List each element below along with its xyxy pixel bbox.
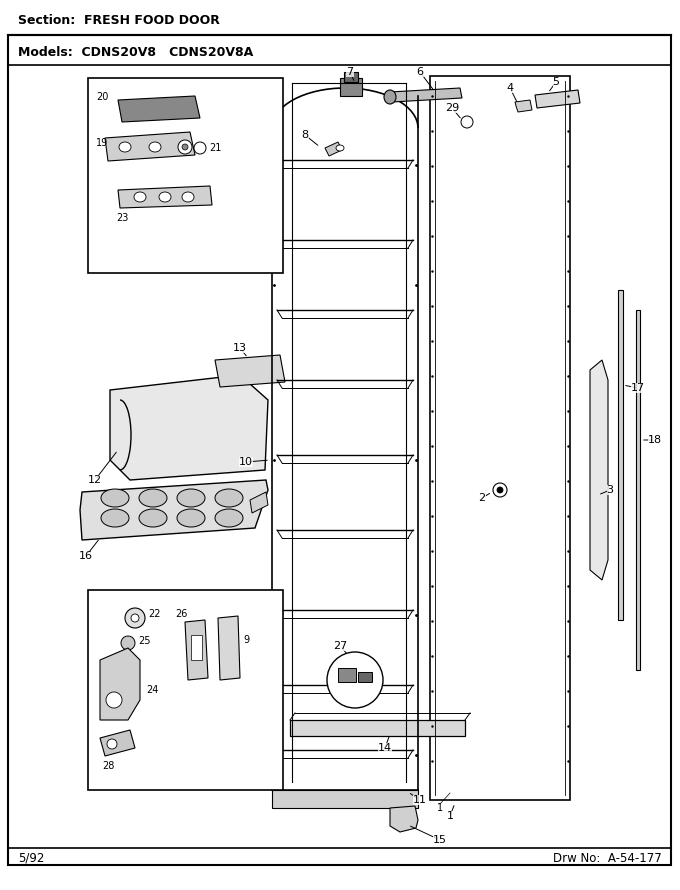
Polygon shape (110, 375, 268, 480)
Text: 24: 24 (146, 685, 158, 695)
Polygon shape (118, 186, 212, 208)
Polygon shape (390, 806, 418, 832)
Text: 5/92: 5/92 (18, 852, 44, 864)
Text: 13: 13 (233, 343, 247, 353)
Bar (430, 76, 570, 800)
Ellipse shape (336, 145, 344, 151)
Ellipse shape (139, 489, 167, 507)
Ellipse shape (159, 192, 171, 202)
Text: 26: 26 (175, 609, 188, 619)
Polygon shape (118, 96, 200, 122)
Circle shape (497, 487, 503, 493)
Ellipse shape (119, 142, 131, 152)
Polygon shape (80, 480, 268, 540)
Ellipse shape (177, 489, 205, 507)
Bar (618, 290, 623, 620)
Text: 6: 6 (416, 67, 424, 77)
Polygon shape (250, 492, 268, 513)
Polygon shape (100, 648, 140, 720)
Circle shape (182, 144, 188, 150)
Polygon shape (390, 88, 462, 102)
Circle shape (131, 614, 139, 622)
Text: 11: 11 (413, 795, 427, 805)
Text: Models:  CDNS20V8   CDNS20V8A: Models: CDNS20V8 CDNS20V8A (18, 45, 253, 59)
Text: 2: 2 (479, 493, 486, 503)
Ellipse shape (134, 192, 146, 202)
Ellipse shape (384, 90, 396, 104)
Circle shape (327, 652, 383, 708)
Text: 9: 9 (243, 635, 249, 645)
Text: 15: 15 (433, 835, 447, 845)
Text: 3: 3 (607, 485, 613, 495)
Ellipse shape (215, 489, 243, 507)
Text: 16: 16 (79, 551, 93, 561)
Polygon shape (215, 355, 285, 387)
Bar (344, 72, 358, 82)
Ellipse shape (101, 489, 129, 507)
Bar (272, 790, 418, 808)
Text: Drw No:  A-54-177: Drw No: A-54-177 (554, 852, 662, 864)
Circle shape (178, 140, 192, 154)
Ellipse shape (149, 142, 161, 152)
Text: 8: 8 (301, 130, 309, 140)
Text: 4: 4 (507, 83, 513, 93)
Circle shape (125, 608, 145, 628)
Text: 29: 29 (445, 103, 459, 113)
Polygon shape (218, 616, 240, 680)
Ellipse shape (182, 192, 194, 202)
Ellipse shape (139, 509, 167, 527)
Text: 1: 1 (437, 803, 443, 813)
Circle shape (461, 116, 473, 128)
Bar (88, 78, 283, 273)
Polygon shape (100, 730, 135, 756)
Text: 19: 19 (96, 138, 108, 148)
Text: 21: 21 (209, 143, 222, 153)
Text: 23: 23 (116, 213, 129, 223)
Polygon shape (590, 360, 608, 580)
Text: 5: 5 (552, 77, 560, 87)
Text: 20: 20 (96, 92, 108, 102)
Ellipse shape (215, 509, 243, 527)
Text: 27: 27 (333, 641, 347, 651)
Circle shape (194, 142, 206, 154)
Bar (290, 720, 465, 736)
Bar (358, 672, 372, 682)
Bar (338, 668, 356, 682)
Text: 17: 17 (631, 383, 645, 393)
Circle shape (121, 636, 135, 650)
Bar (88, 590, 283, 790)
Ellipse shape (101, 509, 129, 527)
Polygon shape (185, 620, 208, 680)
Bar (340, 78, 362, 96)
Text: 10: 10 (239, 457, 253, 467)
Polygon shape (105, 132, 195, 161)
Text: 22: 22 (148, 609, 160, 619)
Text: Section:  FRESH FOOD DOOR: Section: FRESH FOOD DOOR (18, 13, 220, 27)
Text: 28: 28 (102, 761, 114, 771)
Text: 7: 7 (346, 67, 354, 77)
Circle shape (493, 483, 507, 497)
Text: 1: 1 (447, 811, 454, 821)
Polygon shape (325, 142, 342, 156)
Bar (636, 310, 640, 670)
Text: 25: 25 (138, 636, 150, 646)
Polygon shape (515, 100, 532, 112)
Bar (191, 635, 202, 660)
Text: 14: 14 (378, 743, 392, 753)
Text: 18: 18 (648, 435, 662, 445)
Text: 12: 12 (88, 475, 102, 485)
Circle shape (107, 739, 117, 749)
Ellipse shape (177, 509, 205, 527)
Polygon shape (535, 90, 580, 108)
Circle shape (106, 692, 122, 708)
